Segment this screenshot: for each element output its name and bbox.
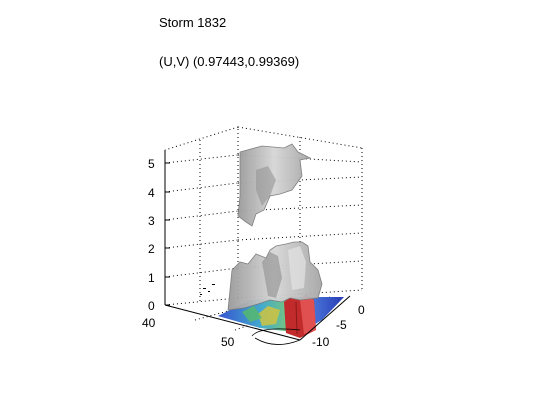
y-tick-label-minus10: -10 [312,335,330,349]
base-green-patch [242,306,262,322]
base-warm-patch [258,306,280,326]
x-tick-label-50: 50 [221,335,235,349]
red-column [284,294,316,338]
z-tick-label-3: 3 [148,214,155,228]
lower-isosurface-shading [262,252,282,298]
y-tick-label-minus5: -5 [336,318,347,332]
z-tick-label-0: 0 [148,299,155,313]
y-tick-label-0: 0 [358,303,365,317]
z-tick-marks [165,162,170,306]
z-tick-label-4: 4 [148,186,155,200]
chart-title: Storm 1832 [159,15,227,30]
z-tick-label-1: 1 [148,271,155,285]
axes-lines [164,150,351,345]
z-tick-label-2: 2 [148,242,155,256]
upper-isosurface-shading [256,166,276,206]
data-speckles [200,284,215,295]
x-tick-label-40: 40 [142,316,156,330]
z-tick-label-5: 5 [148,157,155,171]
lower-isosurface-highlight [288,246,306,290]
chart-subtitle: (U,V) (0.97443,0.99369) [159,54,300,69]
